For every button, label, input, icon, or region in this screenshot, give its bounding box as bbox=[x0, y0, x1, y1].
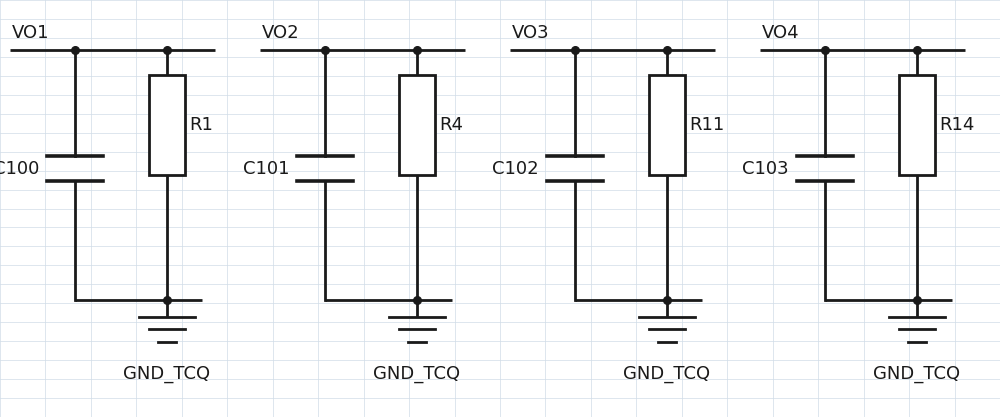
Text: VO2: VO2 bbox=[262, 24, 300, 42]
Bar bbox=[149, 75, 185, 175]
Text: VO4: VO4 bbox=[762, 24, 800, 42]
Text: C100: C100 bbox=[0, 160, 39, 178]
Text: VO3: VO3 bbox=[512, 24, 550, 42]
Bar bbox=[649, 75, 685, 175]
Text: GND_TCQ: GND_TCQ bbox=[123, 365, 211, 383]
Text: R11: R11 bbox=[689, 116, 724, 134]
Text: GND_TCQ: GND_TCQ bbox=[623, 365, 711, 383]
Text: C103: C103 bbox=[742, 160, 789, 178]
Bar bbox=[899, 75, 935, 175]
Text: VO1: VO1 bbox=[12, 24, 49, 42]
Text: GND_TCQ: GND_TCQ bbox=[373, 365, 461, 383]
Text: GND_TCQ: GND_TCQ bbox=[873, 365, 961, 383]
Text: C101: C101 bbox=[242, 160, 289, 178]
Text: R14: R14 bbox=[939, 116, 974, 134]
Text: R1: R1 bbox=[189, 116, 213, 134]
Bar bbox=[399, 75, 435, 175]
Text: R4: R4 bbox=[439, 116, 463, 134]
Text: C102: C102 bbox=[492, 160, 539, 178]
